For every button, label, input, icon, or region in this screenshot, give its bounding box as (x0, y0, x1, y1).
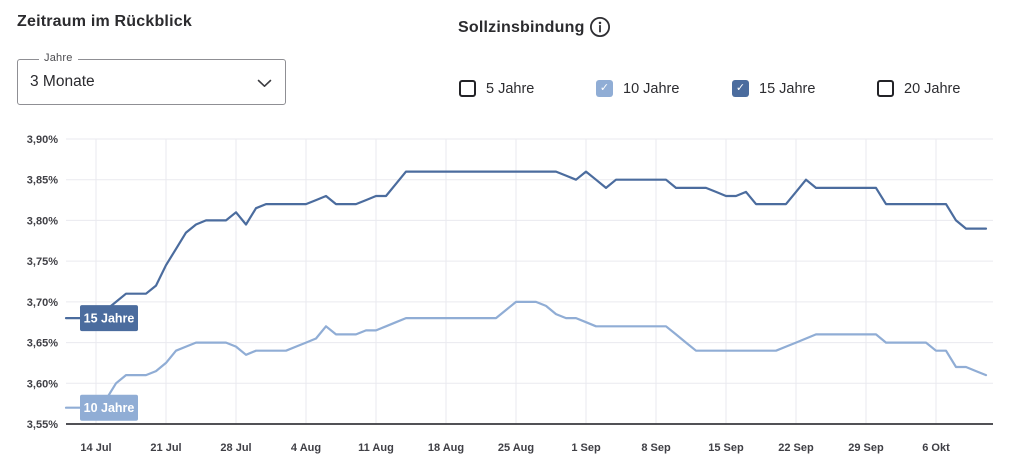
checkbox-empty[interactable] (459, 80, 476, 97)
checkbox-20-jahre[interactable]: 20 Jahre (877, 80, 960, 97)
checkbox-5-jahre[interactable]: 5 Jahre (459, 80, 534, 97)
x-tick-label: 25 Aug (498, 442, 534, 454)
x-tick-label: 1 Sep (571, 442, 601, 454)
checkbox-label: 15 Jahre (759, 80, 816, 97)
x-tick-label: 21 Jul (150, 442, 181, 454)
badge-10-jahre: 10 Jahre (80, 394, 138, 421)
badge-label: 10 Jahre (84, 401, 135, 415)
series-badges: 15 Jahre 10 Jahre (80, 305, 138, 421)
x-tick-label: 15 Sep (708, 442, 744, 454)
x-tick-label: 14 Jul (80, 442, 111, 454)
x-tick-label: 29 Sep (848, 442, 884, 454)
badge-rect (80, 394, 138, 421)
badge-15-jahre: 15 Jahre (80, 305, 138, 332)
checkbox-10-jahre[interactable]: ✓ 10 Jahre (596, 80, 679, 97)
v-gridlines (95, 139, 937, 424)
y-axis-labels: 3,90% 3,85% 3,80% 3,75% 3,70% 3,65% 3,60% 3,55% (27, 134, 58, 431)
x-tick-label: 8 Sep (641, 442, 671, 454)
checkmark-icon[interactable]: ✓ (596, 80, 613, 97)
y-tick-label: 3,70% (27, 297, 58, 309)
checkbox-label: 10 Jahre (623, 80, 680, 97)
checkmark-icon[interactable]: ✓ (732, 80, 749, 97)
x-tick-label: 4 Aug (291, 442, 321, 454)
checkbox-label: 20 Jahre (904, 80, 961, 97)
y-tick-label: 3,75% (27, 256, 58, 268)
section-title: Sollzinsbindung (458, 19, 585, 36)
y-tick-label: 3,85% (27, 175, 58, 187)
x-tick-label: 6 Okt (922, 442, 950, 454)
page-title: Zeitraum im Rückblick (17, 13, 192, 30)
checkbox-label: 5 Jahre (486, 80, 535, 97)
badge-label: 15 Jahre (84, 312, 135, 326)
y-tick-label: 3,80% (27, 215, 58, 227)
x-tick-label: 11 Aug (358, 442, 394, 454)
x-tick-label: 22 Sep (778, 442, 814, 454)
badge-rect (80, 305, 138, 332)
period-select-label: Jahre (39, 52, 78, 64)
y-tick-label: 3,60% (27, 378, 58, 390)
checkbox-empty[interactable] (877, 80, 894, 97)
y-tick-label: 3,65% (27, 338, 58, 350)
line-15-jahre (64, 170, 988, 320)
x-tick-label: 28 Jul (220, 442, 251, 454)
line-10-jahre (64, 300, 988, 409)
checkbox-15-jahre[interactable]: ✓ 15 Jahre (732, 80, 815, 97)
x-tick-label: 18 Aug (428, 442, 464, 454)
period-select[interactable]: Jahre 3 Monate (17, 52, 286, 105)
h-gridlines (66, 138, 993, 425)
chevron-down-icon (257, 79, 272, 87)
y-tick-label: 3,55% (27, 419, 58, 431)
info-icon[interactable] (589, 16, 611, 38)
series-lines (64, 170, 988, 409)
x-axis-labels: 14 Jul 21 Jul 28 Jul 4 Aug 11 Aug 18 Aug 25 Au… (80, 442, 950, 454)
period-select-value: 3 Monate (30, 73, 95, 90)
y-tick-label: 3,90% (27, 134, 58, 146)
